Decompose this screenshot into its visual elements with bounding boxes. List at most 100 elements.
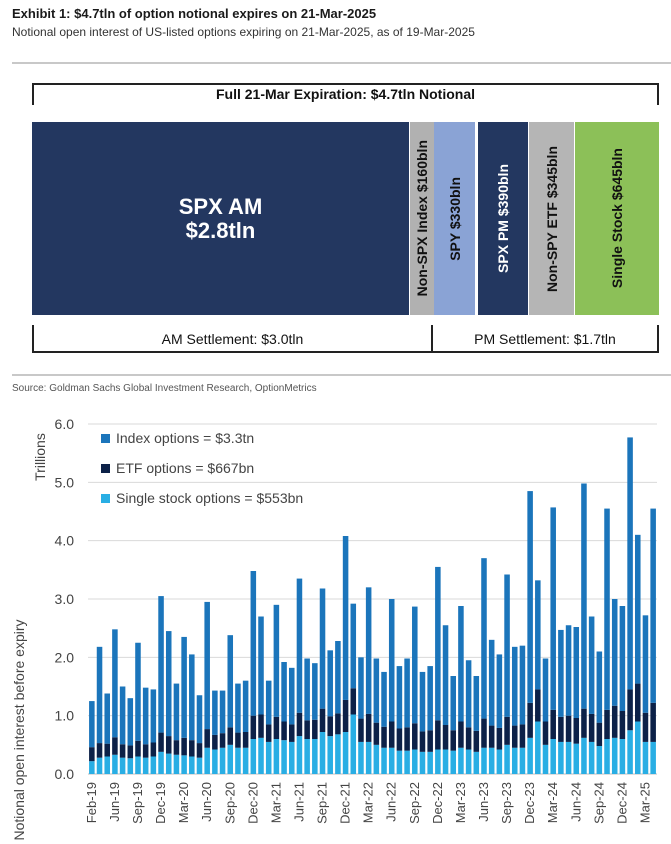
bar-etf [442, 725, 449, 750]
bar-single-stock [365, 741, 372, 774]
bar-single-stock [427, 751, 433, 774]
spx-am-value: $2.8tln [185, 217, 256, 243]
bar-index [488, 639, 495, 726]
bar-etf [158, 732, 164, 752]
bar-etf [212, 734, 218, 750]
bar-index [458, 606, 464, 722]
bar-etf [112, 737, 118, 755]
y-tick-label: 6.0 [55, 416, 75, 432]
bar-etf [496, 727, 503, 750]
bar-index [281, 662, 287, 722]
bar-index [365, 587, 372, 714]
gridlines [88, 423, 657, 775]
am-settlement-label: AM Settlement: $3.0tln [161, 331, 304, 347]
bar-single-stock [388, 747, 395, 774]
bar-single-stock [642, 741, 649, 774]
bar-single-stock [419, 751, 426, 774]
bar-single-stock [304, 739, 310, 774]
bar-index [265, 680, 272, 725]
bar-single-stock [165, 753, 172, 774]
x-axis-ticks: Feb-19 Jun-19 Sep-19 Dec-19 Mar-20 Jun-20 Sep-… [84, 782, 653, 824]
bar-single-stock [112, 754, 118, 774]
bar-single-stock [181, 755, 187, 774]
bar-etf [550, 709, 556, 739]
bar-single-stock [288, 741, 295, 774]
bar-etf [627, 689, 633, 731]
legend-label-index: Index options = $3.3tn [116, 430, 255, 446]
bar-single-stock [96, 757, 103, 774]
bar-index [511, 646, 518, 726]
bar-etf [127, 745, 134, 759]
bar-index [288, 667, 295, 725]
bar-single-stock [435, 749, 441, 774]
spx-pm-label: SPX PM $390bln [495, 164, 511, 273]
x-tick-label: Sep-19 [130, 782, 145, 824]
mid-divider [12, 374, 671, 376]
bar-etf [196, 743, 203, 758]
bar-index [412, 606, 418, 724]
bar-single-stock [450, 750, 457, 774]
x-tick-label: Mar-22 [361, 782, 376, 823]
spy-block: SPY $330bln [434, 122, 475, 315]
legend-item-index: Index options = $3.3tn [101, 430, 254, 446]
bar-single-stock [504, 744, 510, 774]
pm-settlement-label: PM Settlement: $1.7tln [474, 331, 616, 347]
bar-single-stock [250, 739, 257, 774]
spx-am-block: SPX AM $2.8tln [32, 122, 409, 315]
bar-single-stock [488, 747, 495, 774]
bar-etf [173, 740, 180, 755]
bar-etf [150, 742, 157, 757]
bar-etf [235, 732, 241, 748]
bar-etf [104, 743, 110, 757]
bar-single-stock [565, 741, 572, 774]
bar-index [327, 650, 333, 717]
y-tick-label: 5.0 [55, 474, 75, 490]
bar-single-stock [527, 737, 533, 774]
bar-single-stock [481, 747, 487, 774]
bar-index [404, 658, 410, 728]
bar-index [442, 625, 449, 725]
bar-index [235, 683, 241, 733]
bar-index [204, 601, 210, 730]
bar-index [496, 654, 503, 728]
y-tick-label: 3.0 [55, 591, 75, 607]
bar-etf [565, 715, 572, 742]
bar-index [604, 508, 610, 710]
bar-etf [89, 747, 95, 762]
x-tick-label: Dec-23 [522, 782, 537, 824]
single-stock-label: Single Stock $645bln [609, 148, 625, 289]
bar-index [504, 574, 510, 717]
bar-index [250, 571, 257, 716]
bar-single-stock [135, 756, 141, 774]
bar-single-stock [581, 737, 587, 774]
x-tick-label: Feb-19 [84, 782, 99, 823]
bar-etf [219, 733, 226, 748]
bar-index [596, 651, 603, 723]
legend-label-single: Single stock options = $553bn [116, 490, 304, 506]
bar-single-stock [312, 739, 318, 774]
bar-single-stock [404, 750, 410, 774]
bar-etf [635, 683, 641, 722]
bar-index [611, 599, 618, 706]
non-spy-etf-block: Non-SPY ETF $345bln [529, 122, 574, 315]
bar-etf [642, 712, 649, 742]
bar-single-stock [412, 749, 418, 774]
bar-etf [611, 705, 618, 738]
bar-etf [481, 718, 487, 748]
bar-etf [350, 688, 357, 715]
bar-index [642, 615, 649, 713]
bar-etf [412, 723, 418, 750]
y-axis-label: Notional open interest before expiry [11, 619, 27, 840]
bar-single-stock [358, 741, 364, 774]
bar-index [565, 625, 572, 716]
bar-index [619, 606, 626, 711]
spx-pm-block: SPX PM $390bln [478, 122, 528, 315]
legend-swatch-index [101, 433, 110, 443]
x-tick-label: Sep-21 [315, 782, 330, 824]
bar-etf [312, 719, 318, 739]
bar-single-stock [189, 756, 195, 774]
bar-single-stock [535, 721, 541, 774]
y-tick-label: 0.0 [55, 766, 75, 782]
bar-single-stock [442, 749, 449, 774]
bar-etf [573, 718, 580, 744]
